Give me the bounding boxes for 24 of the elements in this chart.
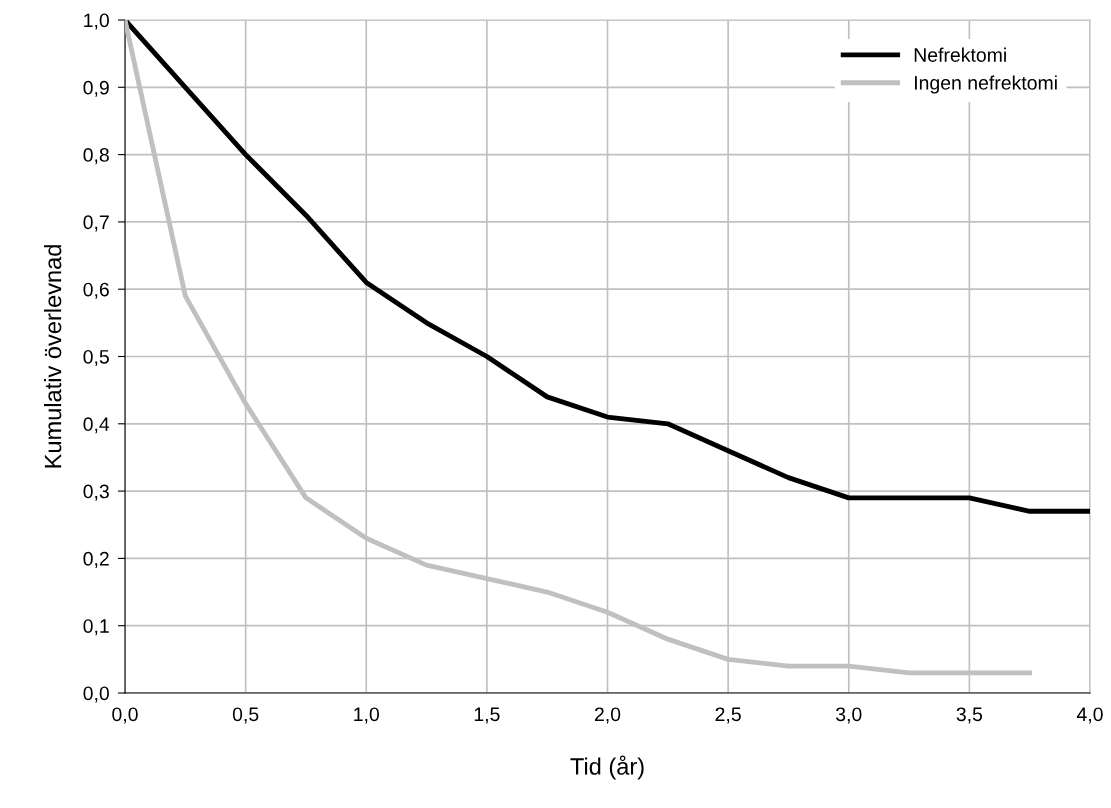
y-tick-label: 0,4 bbox=[83, 417, 110, 434]
y-tick-label: 0,3 bbox=[83, 484, 109, 501]
y-tick-label: 0,5 bbox=[83, 349, 109, 367]
x-tick-label: 2,0 bbox=[594, 707, 621, 724]
x-axis-title: Tid (år) bbox=[570, 755, 644, 780]
y-tick-label: 0,9 bbox=[83, 80, 109, 97]
y-tick-label: 0,7 bbox=[83, 215, 109, 232]
y-axis-title: Kumulativ överlevnad bbox=[44, 245, 62, 468]
x-tick-label: 0,0 bbox=[112, 707, 138, 724]
x-tick-label: 3,0 bbox=[835, 707, 862, 724]
x-tick-label: 1,5 bbox=[474, 707, 500, 724]
y-tick-label: 0,8 bbox=[83, 148, 109, 165]
y-tick-label: 1,0 bbox=[84, 13, 109, 30]
legend-label: Nefrektomi bbox=[914, 47, 1006, 62]
y-tick-label: 0,6 bbox=[83, 282, 109, 299]
y-tick-label: 0,0 bbox=[83, 686, 109, 703]
y-tick-label: 0,1 bbox=[83, 619, 109, 636]
x-tick-label: 2,5 bbox=[715, 707, 741, 724]
legend-label: Ingen nefrektomi bbox=[915, 75, 1057, 94]
x-tick-label: 3,5 bbox=[956, 707, 983, 724]
x-tick-label: 0,5 bbox=[232, 707, 259, 724]
x-tick-label: 4,0 bbox=[1076, 707, 1103, 724]
y-tick-label: 0,2 bbox=[83, 551, 109, 568]
x-tick-label: 1,0 bbox=[354, 707, 380, 724]
